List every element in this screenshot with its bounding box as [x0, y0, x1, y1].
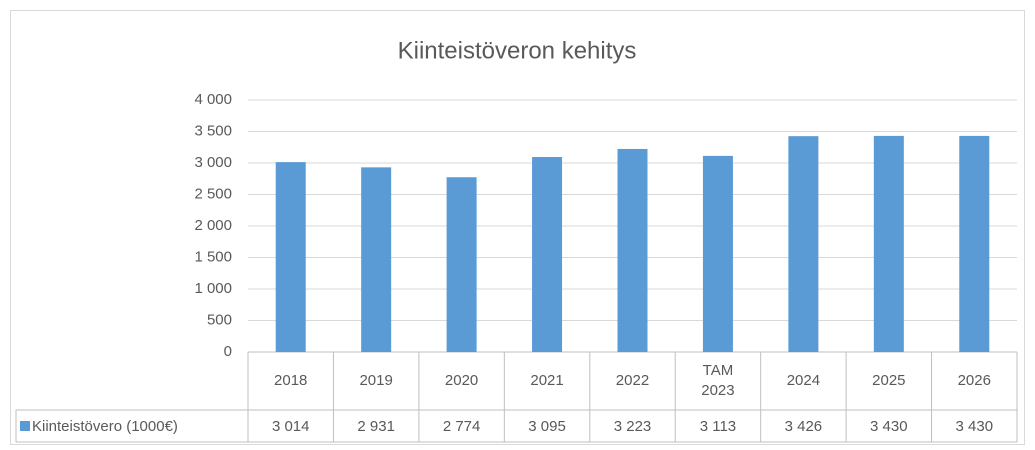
- table-value: 3 113: [700, 418, 736, 435]
- table-value: 3 095: [528, 418, 566, 435]
- x-tick-text: 2024: [786, 372, 821, 389]
- table-value: 3 430: [956, 418, 994, 435]
- chart-title: Kiinteistöveron kehitys: [398, 37, 637, 64]
- y-tick-label: 1 500: [194, 248, 232, 265]
- table-value: 3 223: [614, 418, 652, 435]
- chart-border: [10, 10, 1025, 445]
- x-tick-text: 2019: [359, 372, 393, 389]
- x-tick-label: 2025: [846, 352, 931, 410]
- x-tick-label: 2020: [419, 352, 504, 410]
- x-tick-text: 2020: [444, 372, 479, 389]
- bar: [275, 162, 306, 352]
- x-tick-text: 2022: [615, 372, 650, 389]
- x-tick-text: 2026: [957, 372, 991, 389]
- x-tick-label: 2024: [761, 352, 846, 410]
- x-tick-label: 2022: [590, 352, 675, 410]
- bar: [446, 177, 477, 352]
- legend-swatch: [20, 421, 30, 431]
- bar: [617, 148, 648, 352]
- y-tick-label: 3 000: [194, 154, 232, 171]
- bar: [873, 135, 904, 352]
- x-tick-label: 2026: [932, 352, 1017, 410]
- y-tick-label: 1 000: [194, 280, 232, 297]
- bar: [788, 136, 819, 352]
- table-value: 3 426: [785, 418, 823, 435]
- x-tick-text: 2021: [530, 372, 564, 389]
- x-tick-text: 2025: [872, 372, 906, 389]
- y-tick-label: 500: [207, 311, 232, 328]
- y-tick-label: 0: [224, 343, 232, 360]
- bar: [361, 167, 392, 352]
- table-value: 3 430: [870, 418, 908, 435]
- bar: [532, 157, 563, 352]
- bar: [702, 155, 733, 352]
- table-value: 2 931: [357, 418, 395, 435]
- x-tick-text: TAM 2023: [701, 362, 735, 399]
- table-value: 2 774: [443, 418, 481, 435]
- x-tick-label: TAM 2023: [675, 352, 760, 410]
- y-tick-label: 3 500: [194, 122, 232, 139]
- x-tick-label: 2018: [248, 352, 333, 410]
- x-tick-label: 2019: [333, 352, 418, 410]
- x-tick-text: 2018: [274, 372, 308, 389]
- x-tick-label: 2021: [504, 352, 589, 410]
- table-value: 3 014: [272, 418, 310, 435]
- y-tick-label: 2 000: [194, 217, 232, 234]
- y-tick-label: 4 000: [194, 91, 232, 108]
- y-tick-label: 2 500: [194, 185, 232, 202]
- bar: [959, 135, 990, 352]
- legend-label: Kiinteistövero (1000€): [32, 418, 178, 435]
